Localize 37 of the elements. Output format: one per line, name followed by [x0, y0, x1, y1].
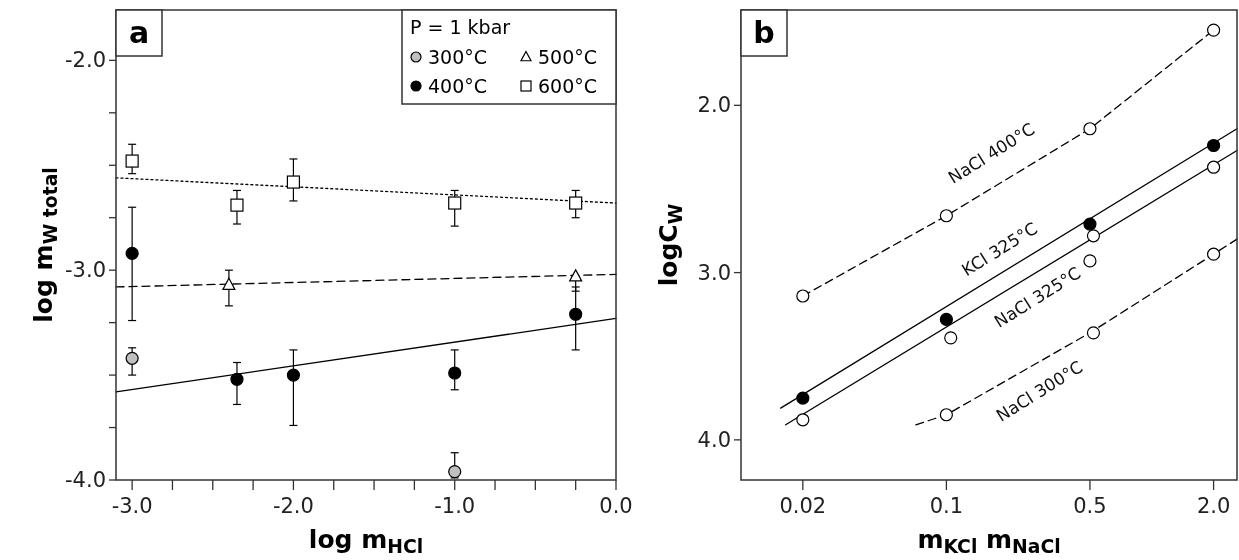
- x-tick-label: 0.0: [599, 494, 633, 518]
- point: [125, 154, 139, 168]
- x-tick-label: -3.0: [111, 494, 153, 518]
- y-tick-label: -2.0: [65, 48, 106, 73]
- legend-label: 600°C: [538, 75, 598, 97]
- point: [448, 196, 462, 210]
- x-axis-title: m$_{KCl}$ m$_{NaCl}$: [917, 525, 1061, 557]
- point: [286, 368, 301, 382]
- y-tick-label: -3.0: [65, 258, 106, 283]
- point: [125, 351, 139, 365]
- point: [569, 307, 583, 321]
- y-tick-label: 3.0: [697, 260, 731, 285]
- x-tick-label: -2.0: [272, 494, 314, 518]
- annotation: b: [753, 15, 775, 50]
- point: [286, 175, 301, 189]
- point: [230, 372, 244, 386]
- point: [448, 465, 462, 479]
- legend-label: 400°C: [428, 75, 488, 97]
- x-tick-label: 0.02: [779, 494, 827, 518]
- point: [448, 366, 462, 380]
- point: [569, 269, 583, 282]
- x-tick-label: -1.0: [434, 494, 476, 518]
- legend-title: P = 1 kbar: [410, 16, 511, 38]
- y-tick-label: 4.0: [697, 427, 731, 452]
- point: [230, 198, 244, 212]
- legend-label: 500°C: [538, 46, 598, 68]
- x-tick-label: 0.5: [1073, 494, 1107, 518]
- x-axis-title: log m$_{HCl}$: [308, 525, 424, 557]
- y-tick-label: -4.0: [65, 468, 106, 492]
- point: [125, 246, 139, 260]
- legend-label: 300°C: [428, 46, 488, 68]
- x-tick-label: 0.1: [929, 494, 964, 518]
- annotation: a: [128, 15, 150, 50]
- point: [569, 196, 583, 210]
- point: [222, 277, 236, 290]
- x-tick-label: 2.0: [1196, 494, 1231, 518]
- y-tick-label: 2.0: [697, 93, 731, 118]
